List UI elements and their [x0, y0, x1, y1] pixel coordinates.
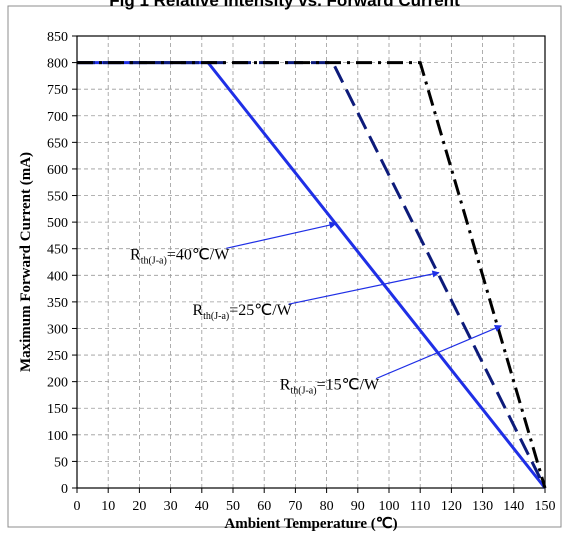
y-tick-label: 200: [47, 376, 68, 391]
y-tick-label: 0: [61, 482, 68, 497]
y-axis-label: Maximum Forward Current (mA): [18, 152, 34, 372]
y-tick-label: 250: [47, 349, 68, 364]
series-annotation-label: Rth(J-a)=40℃/W: [130, 246, 230, 266]
x-tick-label: 20: [132, 499, 146, 514]
x-tick-label: 90: [351, 499, 365, 514]
x-tick-label: 0: [74, 499, 81, 514]
x-tick-label: 60: [257, 499, 271, 514]
y-tick-label: 450: [47, 243, 68, 258]
x-tick-label: 150: [535, 499, 556, 514]
annotation-arrow: [375, 325, 502, 380]
y-tick-label: 700: [47, 110, 68, 125]
y-tick-label: 500: [47, 216, 68, 231]
x-tick-label: 30: [164, 499, 178, 514]
annotation-arrow: [288, 270, 440, 305]
y-tick-label: 350: [47, 296, 68, 311]
y-tick-label: 800: [47, 57, 68, 72]
series-annotation-label: Rth(J-a)=25℃/W: [192, 302, 292, 322]
y-tick-label: 600: [47, 163, 68, 178]
plot-area-border: [76, 35, 546, 489]
x-tick-label: 40: [195, 499, 209, 514]
x-tick-label: 130: [472, 499, 493, 514]
x-axis-label: Ambient Temperature (℃): [224, 516, 397, 532]
figure-border: [7, 5, 562, 528]
x-tick-label: 110: [410, 499, 430, 514]
y-tick-label: 400: [47, 269, 68, 284]
y-tick-label: 100: [47, 429, 68, 444]
y-tick-label: 750: [47, 83, 68, 98]
y-tick-label: 50: [54, 455, 68, 470]
annotation-arrow: [226, 221, 337, 249]
x-tick-label: 140: [503, 499, 524, 514]
x-tick-label: 80: [320, 499, 334, 514]
x-tick-label: 70: [288, 499, 302, 514]
figure-title: Fig 1 Relative Intensity vs. Forward Cur…: [109, 0, 460, 10]
x-tick-label: 10: [101, 499, 115, 514]
x-tick-label: 120: [441, 499, 462, 514]
series-annotation-label: Rth(J-a)=15℃/W: [280, 377, 380, 397]
y-tick-label: 650: [47, 136, 68, 151]
x-tick-label: 100: [379, 499, 400, 514]
y-tick-label: 300: [47, 322, 68, 337]
y-tick-label: 850: [47, 30, 68, 45]
y-tick-label: 150: [47, 402, 68, 417]
x-tick-label: 50: [226, 499, 240, 514]
y-tick-label: 550: [47, 190, 68, 205]
series-line-dashdot: [77, 61, 547, 489]
